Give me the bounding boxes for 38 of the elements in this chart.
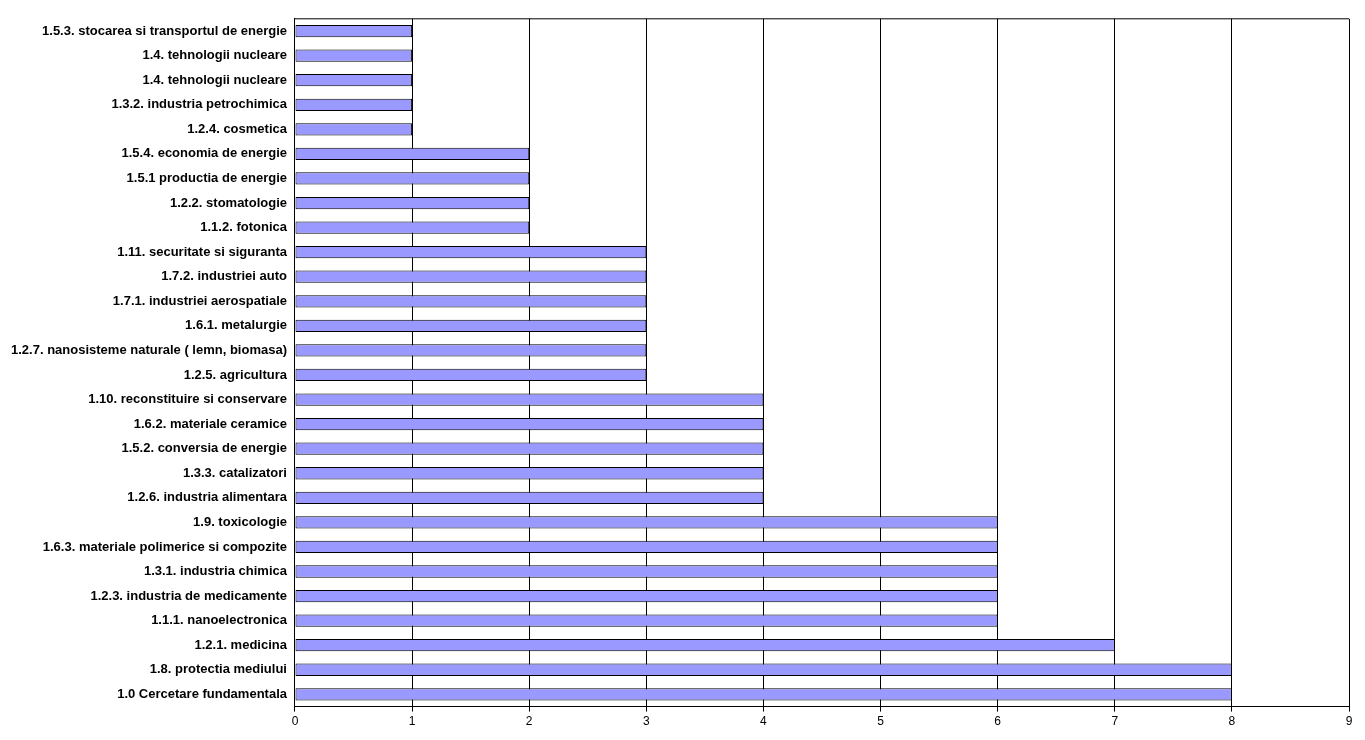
y-tick-label: 1.6.1. metalurgie [185,317,287,333]
x-tick-label: 7 [1111,714,1119,729]
y-tick-label: 1.6.3. materiale polimerice si compozite [42,538,287,554]
y-tick-label: 1.4. tehnologii nucleare [142,71,287,87]
y-tick-label: 1.2.3. industria de medicamente [90,587,287,603]
y-tick-label: 1.3.3. catalizatori [182,464,287,480]
y-tick-label: 1.2.7. nanosisteme naturale ( lemn, biomasa) [11,342,287,357]
y-tick-label: 1.2.1. medicina [194,636,288,652]
y-tick-label: 1.5.2. conversia de energie [121,440,287,456]
y-tick-label: 1.10. reconstituire si conservare [88,391,287,407]
y-tick-label: 1.3.1. industria chimica [143,563,288,579]
y-tick-label: 1.5.1 productia de energie [126,170,287,186]
x-tick-label: 4 [760,714,768,729]
y-tick-label: 1.3.2. industria petrochimica [111,96,288,112]
y-tick-label: 1.1.2. fotonica [200,219,288,235]
y-tick-label: 1.9. toxicologie [193,513,287,529]
x-tick-label: 3 [642,714,650,729]
x-tick-label: 8 [1228,714,1236,729]
x-tick-label: 0 [291,714,299,729]
y-tick-label: 1.5.3. stocarea si transportul de energie [42,22,287,38]
y-tick-label: 1.0 Cercetare fundamentala [117,685,288,701]
x-tick-label: 9 [1345,714,1353,729]
y-tick-label: 1.1.1. nanoelectronica [151,612,288,628]
y-tick-label: 1.7.1. industriei aerospatiale [112,292,287,308]
y-tick-label: 1.2.2. stomatologie [169,194,287,210]
y-tick-label: 1.8. protectia mediului [149,661,287,677]
y-tick-label: 1.4. tehnologii nucleare [142,47,287,63]
y-tick-label: 1.2.5. agricultura [183,366,288,382]
y-tick-label: 1.7.2. industriei auto [161,268,288,284]
y-tick-label: 1.2.6. industria alimentara [127,489,288,505]
x-tick-label: 5 [877,714,885,729]
x-tick-label: 1 [408,714,416,729]
y-tick-label: 1.11. securitate si siguranta [117,243,288,259]
x-tick-label: 2 [525,714,533,729]
y-tick-label: 1.6.2. materiale ceramice [133,415,287,431]
y-tick-label: 1.5.4. economia de energie [121,145,287,161]
x-tick-label: 6 [994,714,1002,729]
y-tick-label: 1.2.4. cosmetica [187,120,288,136]
